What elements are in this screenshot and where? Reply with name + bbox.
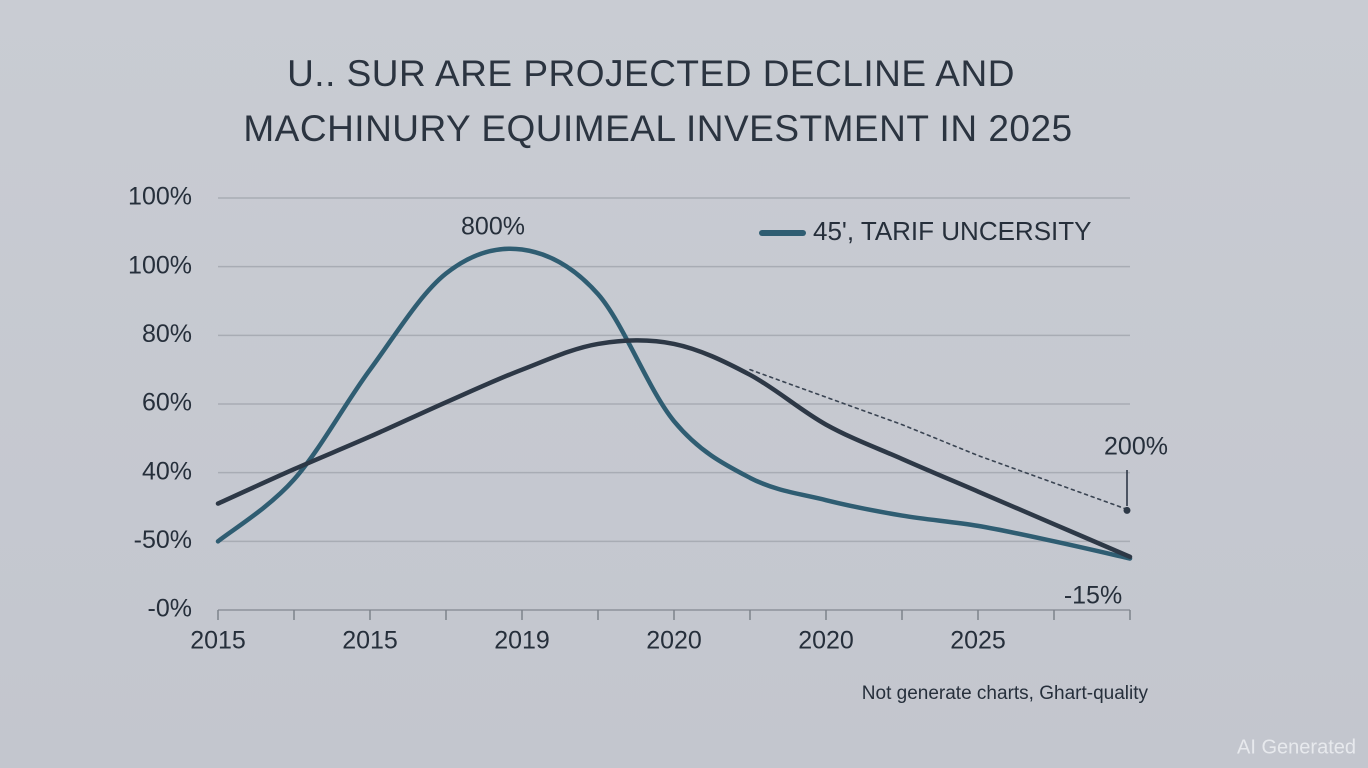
annotation: 800% xyxy=(461,213,525,241)
chart-title: MACHINURY EQUIMEAL INVESTMENT IN 2025 xyxy=(243,108,1072,149)
x-tick-label: 2015 xyxy=(190,627,246,655)
annotation: Not generate charts, Ghart-quality xyxy=(862,683,1149,704)
y-tick-label: 40% xyxy=(142,457,192,485)
trend-end xyxy=(1123,506,1131,514)
y-tick-label: -50% xyxy=(134,526,192,554)
legend-label: 45', TARIF UNCERSITY xyxy=(813,216,1092,246)
series-line xyxy=(215,338,1133,560)
y-tick-label: 60% xyxy=(142,389,192,417)
x-tick-label: 2019 xyxy=(494,627,550,655)
y-tick-label: -0% xyxy=(148,595,192,623)
annotation: -15% xyxy=(1064,582,1122,610)
y-tick-label: 100% xyxy=(128,251,192,279)
y-tick-label: 80% xyxy=(142,320,192,348)
series-line xyxy=(215,246,1133,561)
x-tick-label: 2020 xyxy=(646,627,702,655)
watermark: AI Generated xyxy=(1237,736,1356,758)
x-tick-label: 2020 xyxy=(798,627,854,655)
chart-title: U.. SUR ARE PROJECTED DECLINE AND xyxy=(287,53,1015,94)
x-tick-label: 2015 xyxy=(342,627,398,655)
y-tick-label: 100% xyxy=(128,183,192,211)
trend-line xyxy=(749,368,1131,512)
x-tick-label: 2025 xyxy=(950,627,1006,655)
annotation: 200% xyxy=(1104,433,1168,461)
